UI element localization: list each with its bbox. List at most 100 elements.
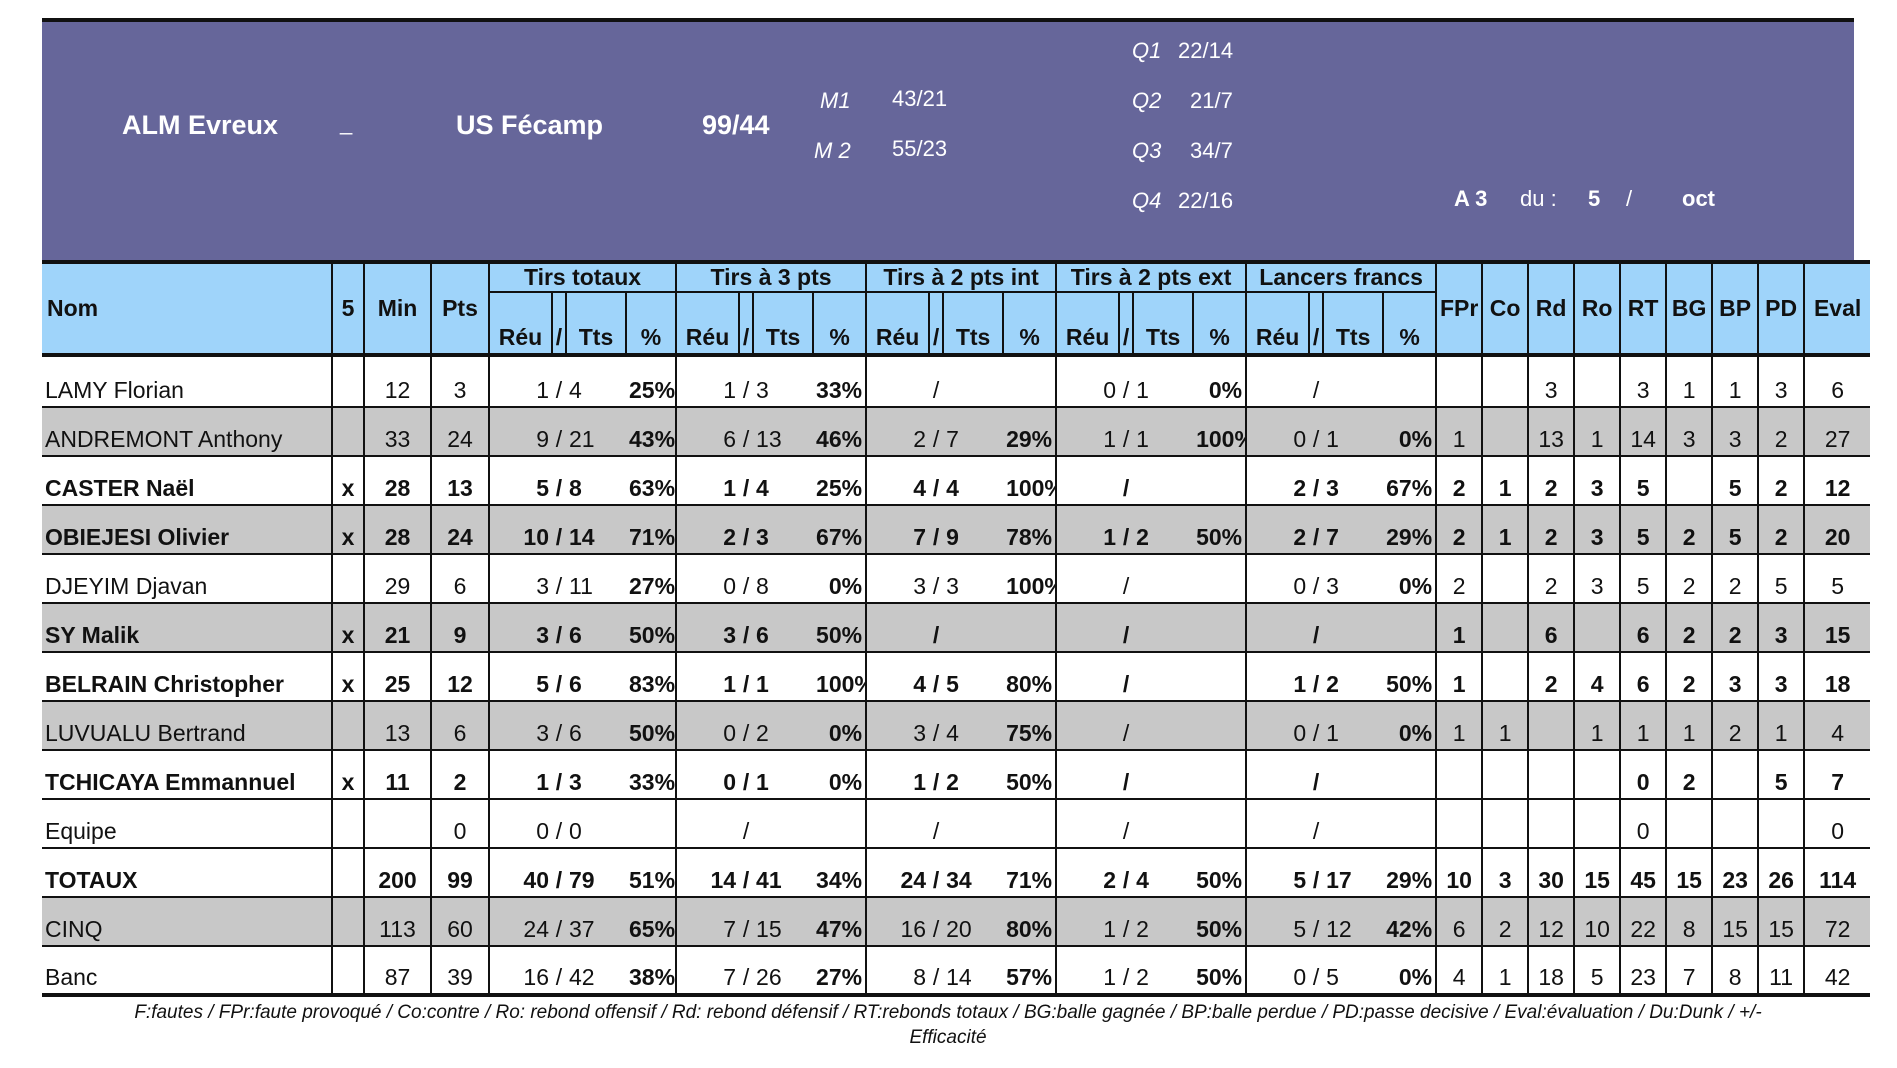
cell-tt-s: / xyxy=(552,407,566,457)
sub-sep: / xyxy=(552,292,567,355)
cell-t2i-s: / xyxy=(929,897,944,947)
cell-t2e-p xyxy=(1193,554,1248,604)
cell-t2e-s: / xyxy=(1119,848,1134,898)
cell-five: x xyxy=(332,603,365,653)
cell-lf-p: 0% xyxy=(1383,407,1438,457)
cell-fpr xyxy=(1436,750,1484,800)
cell-min: 28 xyxy=(364,505,432,555)
col-ro: Ro xyxy=(1574,262,1622,355)
cell-t2i-r: 3 xyxy=(866,701,930,751)
cell-lf-r: 1 xyxy=(1246,652,1310,702)
cell-t2e-r: 1 xyxy=(1056,407,1120,457)
cell-t3-p: 50% xyxy=(813,603,868,653)
cell-tt-p: 71% xyxy=(626,505,678,555)
cell-t2i-r xyxy=(866,603,930,653)
cell-eval: 27 xyxy=(1804,407,1871,457)
cell-five: x xyxy=(332,456,365,506)
stat-sheet: ALM Evreux _ US Fécamp 99/44 M1 43/21 M … xyxy=(42,18,1871,997)
cell-pd xyxy=(1758,799,1806,849)
cell-rt: 0 xyxy=(1620,799,1668,849)
cell-rd: 6 xyxy=(1528,603,1576,653)
cell-tt-t: 6 xyxy=(566,701,626,751)
cell-tt-r: 1 xyxy=(489,750,552,800)
cell-lf-p: 67% xyxy=(1383,456,1438,506)
cell-rt: 3 xyxy=(1620,355,1668,408)
cell-rd xyxy=(1528,701,1576,751)
cell-lf-t: 7 xyxy=(1323,505,1384,555)
q3-label: Q3 xyxy=(1132,138,1162,163)
cell-pts: 12 xyxy=(431,652,490,702)
cell-eval: 20 xyxy=(1804,505,1871,555)
cell-t3-s: / xyxy=(739,355,754,408)
cell-bp xyxy=(1712,750,1760,800)
cell-tt-p: 63% xyxy=(626,456,678,506)
q3-score: 34/7 xyxy=(1190,138,1233,163)
cell-rt: 23 xyxy=(1620,946,1668,997)
cell-t2i-s: / xyxy=(929,701,944,751)
cell-pts: 24 xyxy=(431,407,490,457)
cell-bg xyxy=(1666,799,1714,849)
cell-tt-r: 3 xyxy=(489,701,552,751)
cell-eval: 114 xyxy=(1804,848,1871,898)
cell-co: 1 xyxy=(1482,701,1530,751)
cell-five xyxy=(332,554,365,604)
cell-t2i-s: / xyxy=(929,355,944,408)
cell-pts: 0 xyxy=(431,799,490,849)
sub-tts: Tts xyxy=(1323,292,1385,355)
cell-tt-r: 3 xyxy=(489,554,552,604)
cell-tt-r: 0 xyxy=(489,799,552,849)
cell-nom: CASTER Naël xyxy=(42,456,333,506)
q1-score: 22/14 xyxy=(1178,38,1234,63)
cell-tt-s: / xyxy=(552,897,566,947)
division: A 3 xyxy=(1454,186,1488,211)
cell-tt-p: 50% xyxy=(626,701,678,751)
cell-t2e-p: 50% xyxy=(1193,848,1248,898)
cell-tt-t: 3 xyxy=(566,750,626,800)
cell-bp: 2 xyxy=(1712,603,1760,653)
cell-eval: 72 xyxy=(1804,897,1871,947)
cell-bp xyxy=(1712,799,1760,849)
cell-t3-p: 67% xyxy=(813,505,868,555)
cell-t2e-t: 2 xyxy=(1133,505,1194,555)
cell-t2i-s: / xyxy=(929,505,944,555)
cell-co: 1 xyxy=(1482,505,1530,555)
cell-t2i-p: 100% xyxy=(1003,456,1058,506)
cell-t2i-t: 20 xyxy=(943,897,1004,947)
cell-ro: 15 xyxy=(1574,848,1622,898)
cell-t3-t: 8 xyxy=(753,554,814,604)
cell-t2i-r: 2 xyxy=(866,407,930,457)
cell-t2e-p: 50% xyxy=(1193,946,1248,997)
cell-tt-t: 14 xyxy=(566,505,626,555)
col-pd: PD xyxy=(1758,262,1806,355)
cell-tt-s: / xyxy=(552,554,566,604)
cell-pd: 2 xyxy=(1758,505,1806,555)
cell-t2i-r: 16 xyxy=(866,897,930,947)
cell-co xyxy=(1482,554,1530,604)
legend-line-1: F:fautes / FPr:faute provoqué / Co:contr… xyxy=(134,1002,1762,1023)
cell-tt-r: 5 xyxy=(489,456,552,506)
cell-pd: 2 xyxy=(1758,456,1806,506)
cell-t2i-r: 1 xyxy=(866,750,930,800)
cell-pts: 60 xyxy=(431,897,490,947)
q4-label: Q4 xyxy=(1132,188,1162,213)
cell-t2e-p xyxy=(1193,799,1248,849)
cell-t2e-p: 0% xyxy=(1193,355,1248,408)
cell-t3-p: 0% xyxy=(813,554,868,604)
col-fpr: FPr xyxy=(1436,262,1484,355)
cell-t2e-s: / xyxy=(1119,603,1134,653)
cell-t2i-t: 14 xyxy=(943,946,1004,997)
cell-t2i-t: 2 xyxy=(943,750,1004,800)
cell-tt-t: 42 xyxy=(566,946,626,997)
cell-t2e-t xyxy=(1133,554,1194,604)
cell-t3-s: / xyxy=(739,946,754,997)
cell-eval: 0 xyxy=(1804,799,1871,849)
cell-lf-r xyxy=(1246,355,1310,408)
cell-rd: 2 xyxy=(1528,652,1576,702)
cell-t2i-p: 75% xyxy=(1003,701,1058,751)
cell-lf-s: / xyxy=(1309,750,1324,800)
cell-t2i-s: / xyxy=(929,799,944,849)
cell-tt-s: / xyxy=(552,799,566,849)
cell-ro xyxy=(1574,750,1622,800)
cell-min: 21 xyxy=(364,603,432,653)
cell-lf-r xyxy=(1246,799,1310,849)
